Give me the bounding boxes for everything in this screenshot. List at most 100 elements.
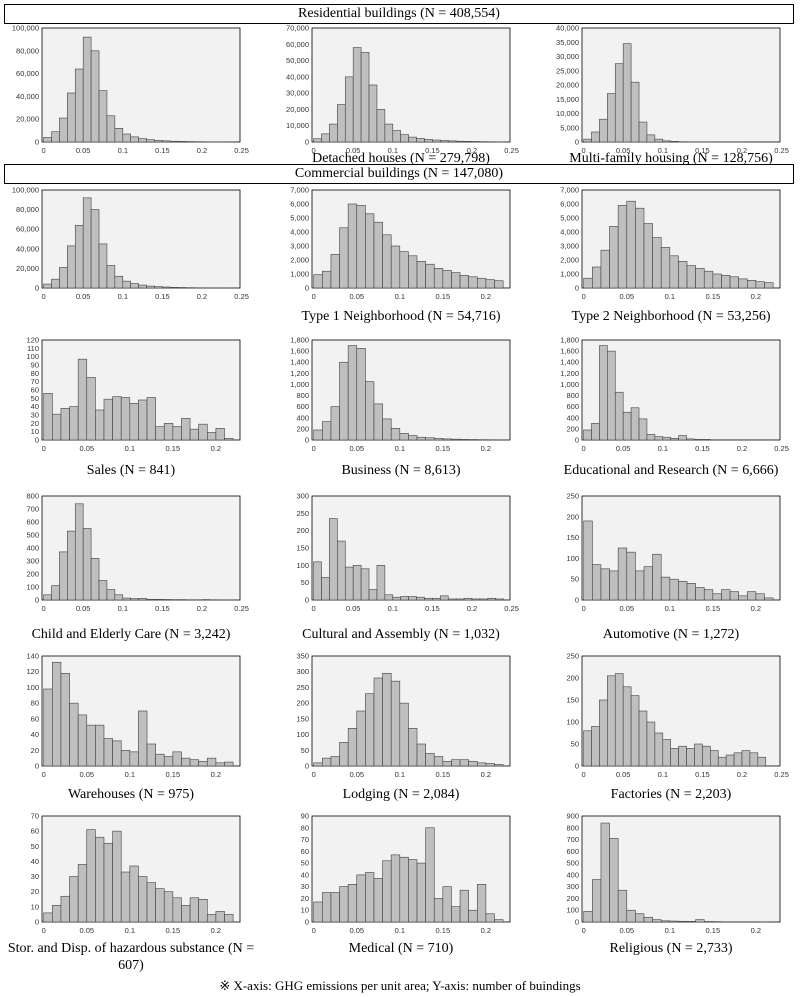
y-tick-label: 20,000 <box>556 81 579 90</box>
histogram-bar <box>90 209 100 289</box>
histogram-bar <box>382 672 392 767</box>
histogram-bar <box>678 261 688 289</box>
histogram-bar <box>69 876 79 923</box>
x-tick-label: 0.2 <box>737 770 747 779</box>
histogram-bar <box>86 829 96 923</box>
histogram-bar <box>154 286 163 289</box>
histogram-chart: 0 1,000 2,000 3,000 4,000 5,000 6,000 7,000 0 0.0… <box>560 186 781 301</box>
histogram-bar <box>662 140 672 143</box>
y-tick-label: 60,000 <box>16 225 39 234</box>
y-tick-label: 10,000 <box>556 109 579 118</box>
x-tick-label: 0.1 <box>658 444 668 453</box>
y-tick-label: 1,000 <box>560 380 579 389</box>
histogram-bar <box>408 596 417 601</box>
y-tick-label: 140 <box>26 652 39 661</box>
histogram-bar <box>90 50 100 143</box>
histogram-bar <box>591 726 600 767</box>
y-tick-label: 5,000 <box>560 123 579 132</box>
histogram-bar <box>686 748 695 767</box>
y-tick-label: 0 <box>35 918 39 927</box>
histogram-chart: 0 20 40 60 80 100 120 140 0 0.05 0.1 0.15 0.2 <box>26 652 241 779</box>
histogram-bar <box>198 760 208 767</box>
histogram-bar <box>138 876 148 923</box>
histogram-bar <box>399 702 409 767</box>
x-tick-label: 0 <box>312 292 316 301</box>
histogram-chart: 0 10,000 20,000 30,000 40,000 50,000 60,000 70,… <box>286 24 519 156</box>
histogram-bar <box>432 597 441 601</box>
histogram-bar <box>686 583 696 601</box>
y-tick-label: 50 <box>301 859 309 868</box>
y-tick-label: 5,000 <box>560 214 579 223</box>
x-tick-label: 0 <box>312 926 316 935</box>
histogram-bar <box>646 134 656 143</box>
chart-caption: Detached houses (N = 279,798) <box>312 151 490 166</box>
histogram-bar <box>43 688 53 767</box>
histogram-bar <box>344 566 354 601</box>
histogram-bar <box>382 418 392 441</box>
x-tick-label: 0 <box>42 770 46 779</box>
histogram-bar <box>702 439 711 441</box>
histogram-bar <box>451 272 461 289</box>
x-tick-label: 0.05 <box>79 770 94 779</box>
x-tick-label: 0.15 <box>166 926 181 935</box>
histogram-bar <box>626 200 636 289</box>
histogram-bar <box>416 261 426 289</box>
histogram-bar <box>365 693 375 767</box>
y-tick-label: 400 <box>566 870 579 879</box>
histogram-bar <box>433 756 444 767</box>
y-tick-label: 20 <box>31 746 39 755</box>
chart-caption: Sales (N = 841) <box>86 463 176 478</box>
y-tick-label: 10 <box>31 902 39 911</box>
histogram-bar <box>51 585 60 601</box>
histogram-panel: 0 5,000 10,000 15,000 20,000 25,000 30,000 35,0… <box>540 22 800 156</box>
x-tick-label: 0 <box>581 444 585 453</box>
histogram-bar <box>471 598 481 601</box>
histogram-bar <box>365 213 375 289</box>
histogram-bar <box>741 750 751 767</box>
histogram-bar <box>599 345 608 441</box>
histogram-bar <box>583 138 592 143</box>
histogram-bar <box>733 752 743 767</box>
histogram-bar <box>321 133 330 143</box>
histogram-bar <box>215 762 225 767</box>
y-tick-label: 150 <box>296 714 309 723</box>
x-tick-label: 0.05 <box>349 926 364 935</box>
y-tick-label: 30 <box>301 882 309 891</box>
histogram-bar <box>678 745 687 767</box>
histogram-bar <box>660 576 671 601</box>
y-tick-label: 250 <box>566 492 579 501</box>
x-tick-label: 0.2 <box>211 926 221 935</box>
histogram-bar <box>82 197 92 289</box>
y-tick-label: 800 <box>566 391 579 400</box>
histogram-bar <box>447 140 457 143</box>
y-tick-label: 80 <box>301 823 309 832</box>
histogram-bar <box>356 874 366 923</box>
histogram-bar <box>122 280 132 289</box>
x-tick-label: 0.05 <box>79 444 94 453</box>
x-tick-label: 0.15 <box>425 146 440 155</box>
chart-caption: Warehouses (N = 975) <box>67 787 195 802</box>
x-tick-label: 0.05 <box>616 770 631 779</box>
histogram-bar <box>95 724 105 767</box>
histogram-bar <box>114 128 124 143</box>
histogram-bar <box>146 139 155 143</box>
histogram-bar <box>130 283 139 289</box>
histogram-bar <box>468 909 478 923</box>
histogram-bar <box>433 898 444 923</box>
histogram-bar <box>330 756 340 767</box>
y-tick-label: 700 <box>26 505 39 514</box>
histogram-bar <box>130 598 139 601</box>
histogram-chart: 0 10 20 30 40 50 60 70 80 90 0 0.05 0.1 0.15 0.2 <box>301 812 511 935</box>
histogram-bar <box>694 743 703 767</box>
y-tick-label: 0 <box>575 284 579 293</box>
y-tick-label: 1,400 <box>290 358 309 367</box>
x-tick-label: 0.2 <box>737 146 747 155</box>
histogram-bar <box>138 138 147 143</box>
x-tick-label: 0.15 <box>436 292 451 301</box>
x-tick-label: 0 <box>311 146 315 155</box>
histogram-bar <box>189 897 199 923</box>
histogram-bar <box>617 889 628 923</box>
y-tick-label: 200 <box>566 674 579 683</box>
y-tick-label: 1,000 <box>290 270 309 279</box>
histogram-bar <box>583 429 592 441</box>
